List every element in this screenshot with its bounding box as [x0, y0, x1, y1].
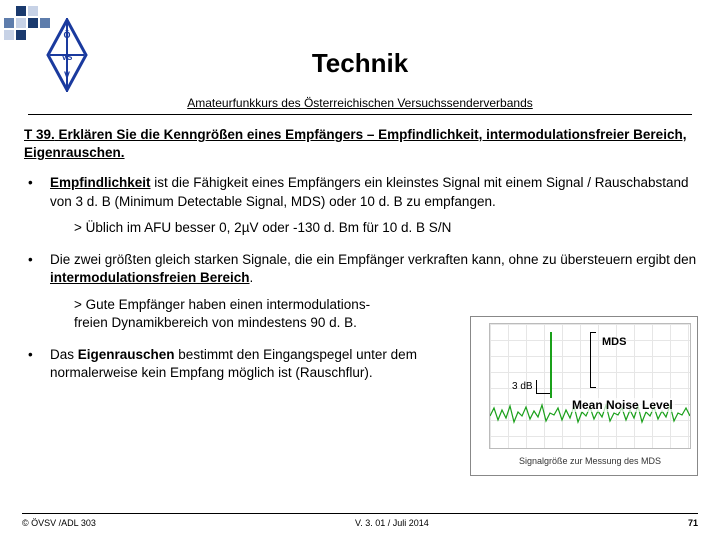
sub-1: > Üblich im AFU besser 0, 2µV oder -130 …: [22, 219, 698, 237]
mds-bracket: [590, 332, 600, 388]
question-heading: T 39. Erklären Sie die Kenngrößen eines …: [22, 126, 698, 162]
question-text: Erklären Sie die Kenngrößen eines Empfän…: [24, 127, 686, 160]
three-db-bracket: [536, 380, 550, 394]
page-title: Technik: [0, 48, 720, 79]
mds-label: MDS: [602, 336, 626, 348]
footer-center: V. 3. 01 / Juli 2014: [355, 518, 429, 528]
bullet-3-pre: Das: [50, 347, 78, 362]
bullet-2-post: .: [250, 270, 254, 285]
term-empfindlichkeit: Empfindlichkeit: [50, 175, 151, 190]
chart-plot-area: MDS Mean Noise Level 3 dB Signalgröße zu…: [489, 323, 691, 449]
mds-chart: MDS Mean Noise Level 3 dB Signalgröße zu…: [470, 316, 698, 476]
bullet-3: Das Eigenrauschen bestimmt den Eingangsp…: [22, 346, 452, 382]
page-number: 71: [688, 518, 698, 528]
signal-peak: [550, 332, 552, 398]
chart-xaxis-label: Signalgröße zur Messung des MDS: [490, 456, 690, 466]
subtitle-bar: Amateurfunkkurs des Österreichischen Ver…: [28, 94, 692, 115]
bullet-2: Die zwei größten gleich starken Signale,…: [22, 251, 698, 287]
bullet-2-pre: Die zwei größten gleich starken Signale,…: [50, 252, 696, 267]
sub-2: > Gute Empfänger haben einen intermodula…: [22, 296, 452, 332]
question-id: T 39.: [24, 127, 55, 142]
three-db-label: 3 dB: [512, 381, 533, 392]
svg-text:Ö: Ö: [63, 30, 70, 40]
bullet-1: Empfindlichkeit ist die Fähigkeit eines …: [22, 174, 698, 210]
term-eigenrauschen: Eigenrauschen: [78, 347, 175, 362]
footer: © ÖVSV /ADL 303 V. 3. 01 / Juli 2014 71: [22, 513, 698, 528]
slide: Ö VS V Technik Amateurfunkkurs des Öster…: [0, 0, 720, 540]
subtitle: Amateurfunkkurs des Österreichischen Ver…: [187, 96, 533, 110]
mean-noise-label: Mean Noise Level: [570, 398, 675, 412]
footer-left: © ÖVSV /ADL 303: [22, 518, 96, 528]
term-intermodulation: intermodulationsfreien Bereich: [50, 270, 250, 285]
